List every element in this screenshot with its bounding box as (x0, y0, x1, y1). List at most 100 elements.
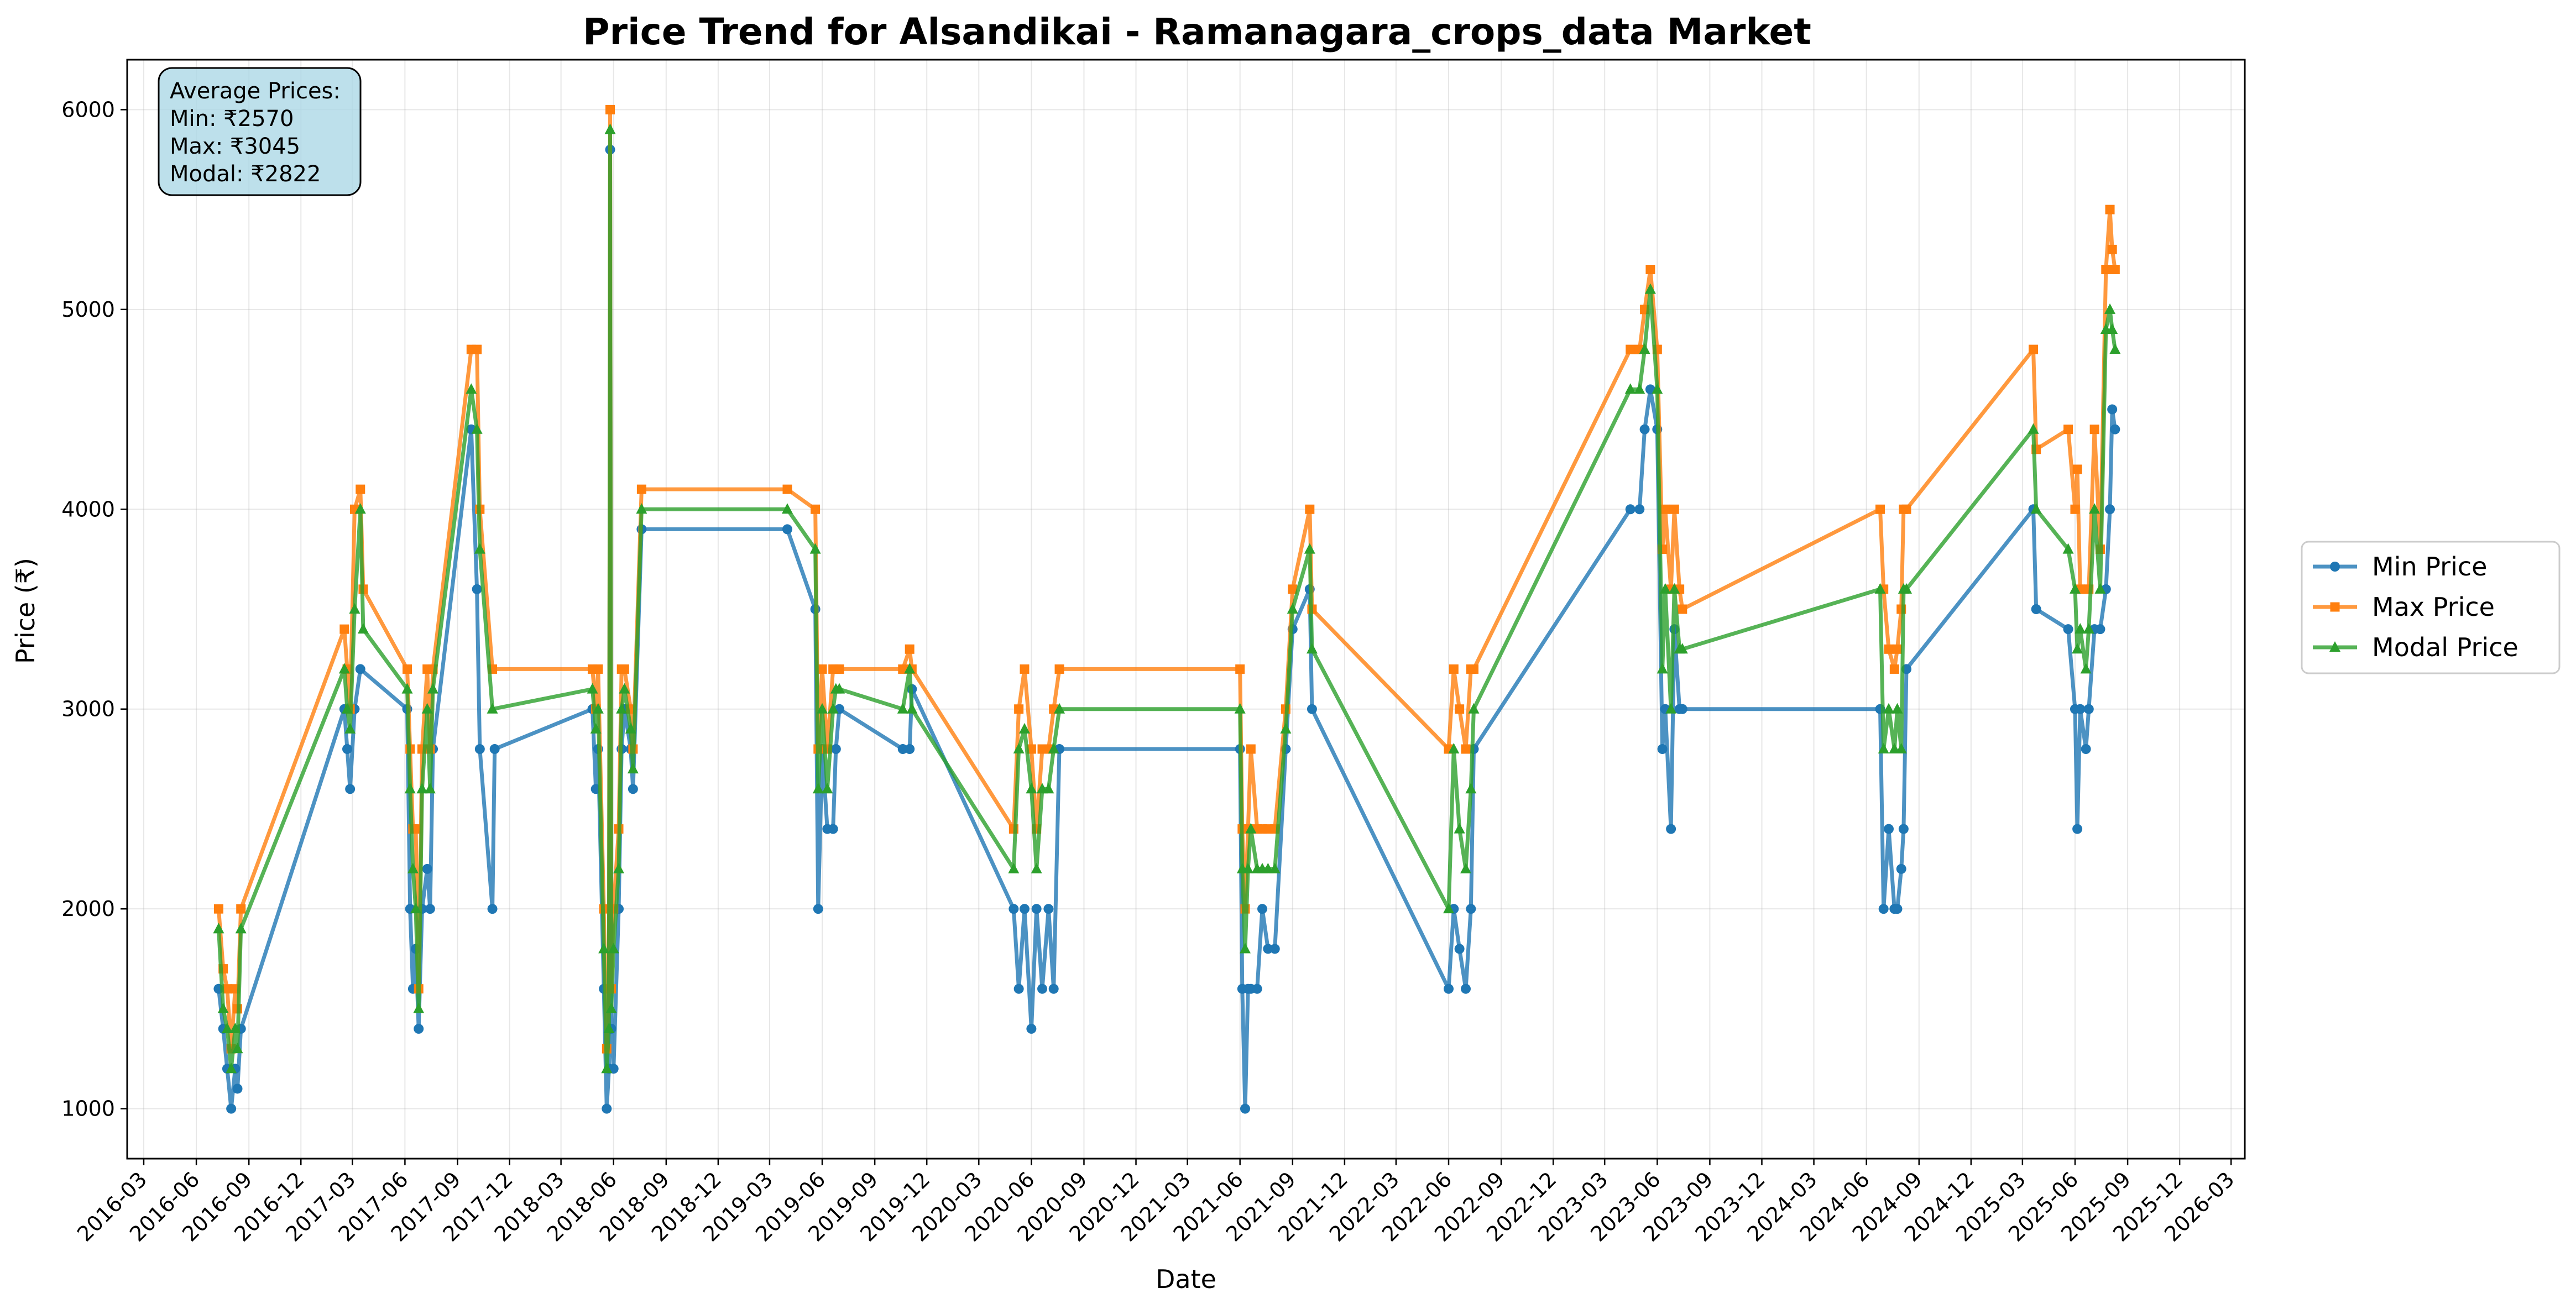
y-tick-label: 2000 (61, 897, 115, 921)
min-price-point (1883, 824, 1894, 834)
max-price-point (1892, 644, 1902, 654)
min-price-point (1263, 944, 1273, 954)
modal-price-point (590, 722, 602, 734)
min-price-point (1019, 904, 1030, 914)
modal-price-point (627, 763, 639, 774)
max-price-point (1020, 664, 1030, 674)
modal-price-point (1280, 722, 1292, 734)
modal-price-point (1287, 603, 1298, 614)
max-price-point (1875, 504, 1885, 514)
y-tick-label: 6000 (61, 97, 115, 122)
x-axis-label: Date (1156, 1264, 1216, 1294)
min-price-point (425, 904, 435, 914)
min-price-point (226, 1103, 237, 1114)
modal-price-point (603, 1023, 615, 1034)
min-price-point (1037, 983, 1048, 994)
max-price-point (1626, 344, 1636, 354)
modal-price-point (341, 703, 353, 714)
modal-price-point (2089, 503, 2100, 514)
modal-price-point (1878, 743, 1889, 754)
max-price-point (1455, 704, 1465, 714)
max-price-point (1235, 664, 1245, 674)
modal-price-point (413, 1002, 425, 1013)
modal-price-point (349, 603, 360, 614)
modal-price-point (1443, 903, 1455, 914)
average-modal-price: Modal: ₹2822 (170, 161, 321, 187)
modal-price-point (416, 783, 428, 794)
modal-price-point (1883, 703, 1894, 714)
max-price-point (2063, 425, 2073, 434)
modal-price-point (812, 783, 824, 794)
legend-min-price-label: Min Price (2372, 552, 2487, 582)
modal-price-point (1013, 743, 1025, 754)
modal-price-point (817, 703, 828, 714)
modal-price-point (587, 683, 598, 694)
average-prices-heading: Average Prices: (170, 78, 341, 104)
max-price-point (1901, 504, 1911, 514)
modal-price-point (2030, 503, 2042, 514)
legend-max-price-label: Max Price (2372, 592, 2495, 622)
min-price-point (1454, 944, 1465, 954)
modal-price-point (213, 923, 224, 934)
max-price-point (1469, 664, 1478, 674)
max-price-point (898, 664, 908, 674)
modal-price-point (613, 862, 625, 873)
min-price-point (2081, 744, 2091, 755)
min-price-point (1031, 904, 1042, 914)
max-price-point (236, 904, 246, 914)
average-prices-box: Average Prices: Min: ₹2570 Max: ₹3045 Mo… (158, 67, 362, 196)
min-price-point (1269, 944, 1280, 954)
max-price-point (403, 664, 412, 674)
modal-price-point (2094, 583, 2106, 594)
max-price-point (2070, 504, 2080, 514)
modal-price-point (619, 683, 630, 694)
modal-price-point (906, 703, 918, 714)
min-price-point (232, 1083, 243, 1094)
min-price-point (1639, 424, 1650, 434)
min-price-point (1625, 504, 1636, 515)
min-price-point (474, 744, 485, 755)
modal-price-point (217, 1002, 229, 1013)
min-price-point (628, 784, 638, 794)
legend: Min Price Max Price Modal Price (2301, 541, 2561, 674)
modal-price-point (616, 703, 628, 714)
modal-price-point (781, 503, 793, 514)
max-price-point (605, 104, 615, 114)
min-price-point (355, 664, 365, 674)
modal-price-point (1043, 783, 1054, 794)
modal-price-point (407, 862, 419, 873)
modal-price-point (1048, 743, 1059, 754)
max-price-point (2107, 244, 2117, 254)
min-price-point (1026, 1024, 1037, 1034)
modal-price-point (604, 123, 616, 134)
min-price-point (1892, 904, 1903, 914)
max-price-point (1660, 504, 1670, 514)
max-price-point (1461, 744, 1471, 754)
modal-price-point (1269, 862, 1281, 873)
modal-price-point (636, 503, 647, 514)
min-price-point (1257, 904, 1268, 914)
max-price-point (1449, 664, 1459, 674)
modal-price-point (1659, 583, 1671, 594)
legend-min-price-marker (2330, 562, 2340, 572)
modal-price-point (221, 1023, 233, 1034)
min-price-point (2031, 604, 2041, 614)
min-price-point (414, 1024, 424, 1034)
min-price-point (1677, 704, 1687, 714)
min-price-point (1461, 983, 1471, 994)
min-price-point (489, 744, 500, 755)
min-price-point (2095, 624, 2105, 635)
max-price-point (1054, 664, 1064, 674)
modal-price-point (410, 903, 422, 914)
modal-price-point (601, 1062, 613, 1074)
legend-modal-price-marker (2329, 641, 2340, 652)
modal-price-point (1242, 862, 1254, 873)
modal-price-point (1239, 943, 1251, 954)
modal-price-point (401, 683, 413, 694)
modal-price-point (344, 722, 356, 734)
modal-price-point (1665, 703, 1677, 714)
max-price-point (339, 624, 349, 634)
modal-price-point (421, 703, 433, 714)
max-price-point (472, 344, 482, 354)
